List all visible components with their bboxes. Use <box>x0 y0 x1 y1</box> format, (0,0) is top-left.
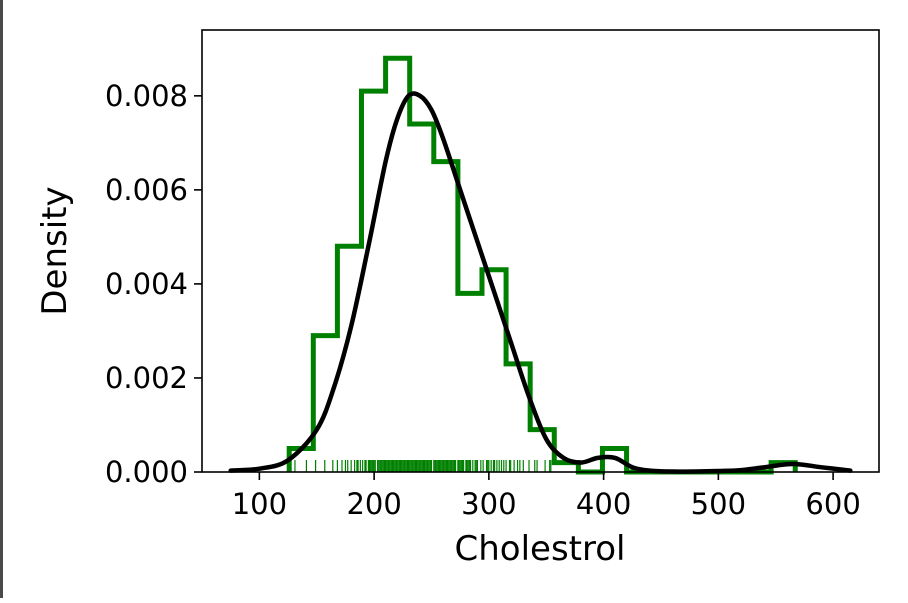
x-tick-label: 300 <box>461 487 516 521</box>
x-tick-label: 600 <box>805 487 860 521</box>
kde-curve-group <box>228 91 853 474</box>
y-axis-ticks: 0.000 0.002 0.004 0.006 0.008 <box>105 79 202 489</box>
kde-curve <box>228 91 853 474</box>
x-tick-label: 100 <box>232 487 287 521</box>
x-tick-label: 200 <box>346 487 401 521</box>
y-tick-label: 0.004 <box>105 267 188 301</box>
plot-frame <box>201 29 880 473</box>
x-tick-label: 500 <box>691 487 746 521</box>
rug-marks <box>288 460 552 472</box>
y-tick-label: 0.006 <box>105 173 188 207</box>
x-axis-ticks: 100 200 300 400 500 600 <box>232 472 861 521</box>
y-axis-label: Density <box>35 186 75 315</box>
x-tick-label: 400 <box>576 487 631 521</box>
page-left-border <box>0 0 3 598</box>
y-tick-label: 0.008 <box>105 79 188 113</box>
y-tick-label: 0.000 <box>105 455 188 489</box>
y-tick-label: 0.002 <box>105 361 188 395</box>
x-axis-label: Cholestrol <box>455 529 626 569</box>
